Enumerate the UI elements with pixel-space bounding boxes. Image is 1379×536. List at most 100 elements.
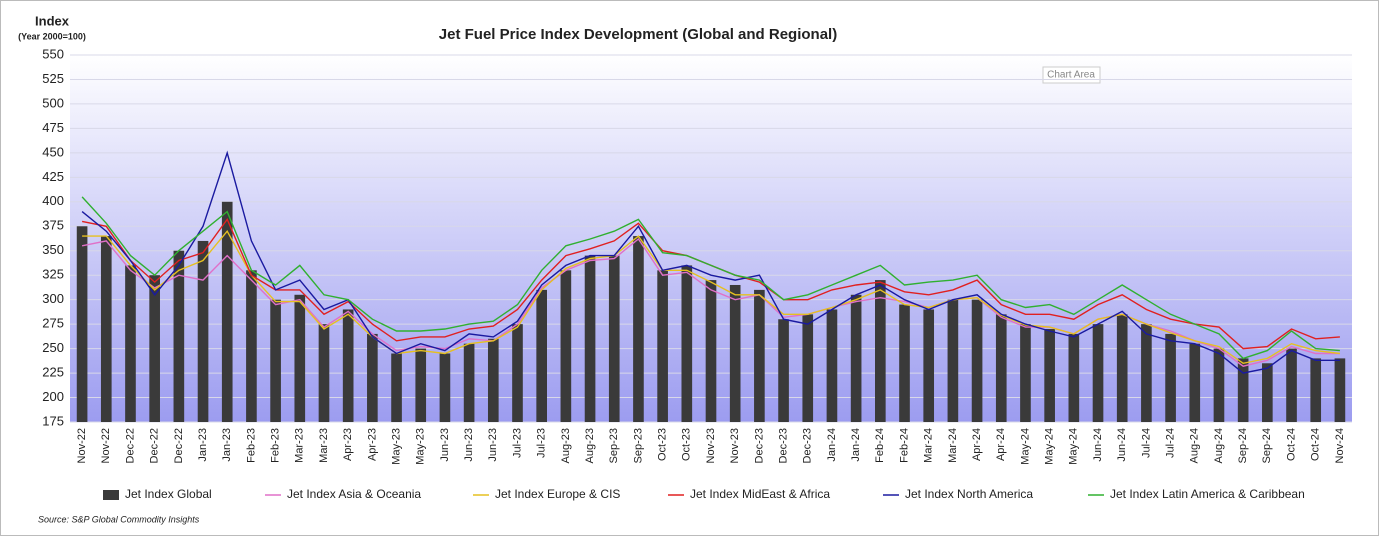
bar — [536, 289, 548, 422]
x-tick-label: Nov-22 — [76, 428, 88, 463]
bar — [76, 226, 88, 422]
x-tick-label: May-23 — [415, 428, 427, 465]
x-tick-label: Aug-24 — [1213, 428, 1225, 463]
bar — [512, 324, 523, 422]
legend-swatch — [103, 490, 119, 500]
x-tick-label: May-23 — [390, 428, 402, 465]
x-tick-label: Feb-23 — [270, 428, 282, 463]
bar — [367, 333, 378, 422]
y-tick-label: 325 — [42, 267, 64, 282]
bar — [657, 270, 668, 422]
y-tick-label: 400 — [42, 193, 64, 208]
bar — [874, 280, 886, 422]
legend-label: Jet Index Asia & Oceania — [287, 487, 421, 501]
x-tick-label: Nov-24 — [1334, 428, 1346, 463]
bar — [754, 289, 765, 422]
bar — [487, 338, 499, 422]
bar — [1237, 358, 1249, 422]
x-tick-label: Sep-24 — [1237, 428, 1249, 463]
bar — [1141, 324, 1152, 422]
bar — [415, 348, 427, 422]
x-tick-label: Aug-23 — [584, 428, 596, 463]
x-tick-label: Aug-24 — [1189, 428, 1201, 463]
bar — [705, 280, 717, 422]
line — [82, 229, 1340, 365]
x-tick-label: Nov-23 — [705, 428, 717, 463]
legend-label: Jet Index Global — [125, 487, 212, 501]
x-tick-label: Oct-23 — [657, 428, 669, 461]
x-tick-label: Jun-23 — [463, 428, 475, 462]
x-tick-label: Mar-24 — [923, 428, 935, 463]
bar — [100, 236, 112, 422]
x-tick-label: Feb-23 — [245, 428, 257, 463]
x-tick-label: May-24 — [1019, 428, 1031, 465]
bar — [342, 309, 354, 422]
x-tick-label: Apr-23 — [366, 428, 378, 461]
y-tick-label: 275 — [42, 316, 64, 331]
x-tick-label: Jul-24 — [1164, 428, 1176, 458]
bar — [560, 270, 572, 422]
x-tick-label: Jan-24 — [850, 428, 862, 462]
x-tick-label: Dec-22 — [173, 428, 185, 463]
y-tick-label: 250 — [42, 340, 64, 355]
y-tick-label: 300 — [42, 291, 64, 306]
y-tick-label: 175 — [42, 413, 64, 428]
x-tick-label: Feb-24 — [874, 428, 886, 463]
bar — [1068, 333, 1080, 422]
bar — [947, 299, 959, 422]
legend-label: Jet Index Europe & CIS — [495, 487, 620, 501]
bar — [826, 309, 838, 422]
bar — [608, 255, 620, 422]
bar — [729, 284, 741, 422]
legend-label: Jet Index Latin America & Caribbean — [1110, 487, 1305, 501]
bar — [584, 255, 596, 422]
chart-title: Jet Fuel Price Index Development (Global… — [439, 26, 837, 43]
bar — [197, 240, 209, 422]
bar — [1310, 358, 1322, 422]
y-tick-label: 550 — [42, 46, 64, 61]
bar — [391, 353, 402, 422]
x-tick-label: Apr-23 — [342, 428, 354, 461]
bar — [778, 319, 789, 422]
bar — [221, 201, 233, 422]
y-axis-label: Index — [35, 13, 70, 28]
bar — [125, 265, 136, 422]
y-tick-label: 475 — [42, 120, 64, 135]
x-tick-label: Apr-24 — [971, 428, 983, 461]
tooltip: Chart Area — [1047, 70, 1095, 81]
y-tick-label: 200 — [42, 389, 64, 404]
bar — [923, 309, 935, 422]
bar — [1334, 358, 1346, 422]
x-tick-label: Jan-23 — [197, 428, 209, 462]
x-tick-label: Sep-23 — [608, 428, 620, 463]
line — [81, 196, 1340, 360]
bar — [1116, 314, 1128, 422]
x-tick-label: Apr-24 — [995, 428, 1007, 461]
y-tick-label: 500 — [42, 95, 64, 110]
y-tick-label: 425 — [42, 169, 64, 184]
x-tick-label: Mar-23 — [318, 428, 330, 463]
x-tick-label: Nov-22 — [100, 428, 112, 463]
x-tick-label: Jul-23 — [511, 428, 523, 458]
x-tick-label: Sep-24 — [1261, 428, 1273, 463]
bar — [995, 314, 1007, 422]
bar — [463, 343, 475, 422]
x-tick-label: Jun-24 — [1116, 428, 1128, 462]
x-tick-label: Mar-24 — [947, 428, 959, 463]
bar — [149, 275, 160, 422]
bar — [173, 250, 185, 422]
x-tick-label: Dec-23 — [802, 428, 814, 463]
bar — [850, 294, 862, 422]
bar — [633, 236, 644, 422]
bar — [681, 265, 693, 422]
y-tick-label: 375 — [42, 218, 64, 233]
x-tick-label: Oct-24 — [1285, 428, 1297, 461]
bar — [1020, 324, 1031, 422]
bar — [1286, 348, 1297, 422]
x-tick-label: Aug-23 — [560, 428, 572, 463]
y-tick-label: 225 — [42, 365, 64, 380]
bar — [1213, 348, 1225, 422]
y-tick-label: 350 — [42, 242, 64, 257]
bar — [246, 270, 257, 422]
